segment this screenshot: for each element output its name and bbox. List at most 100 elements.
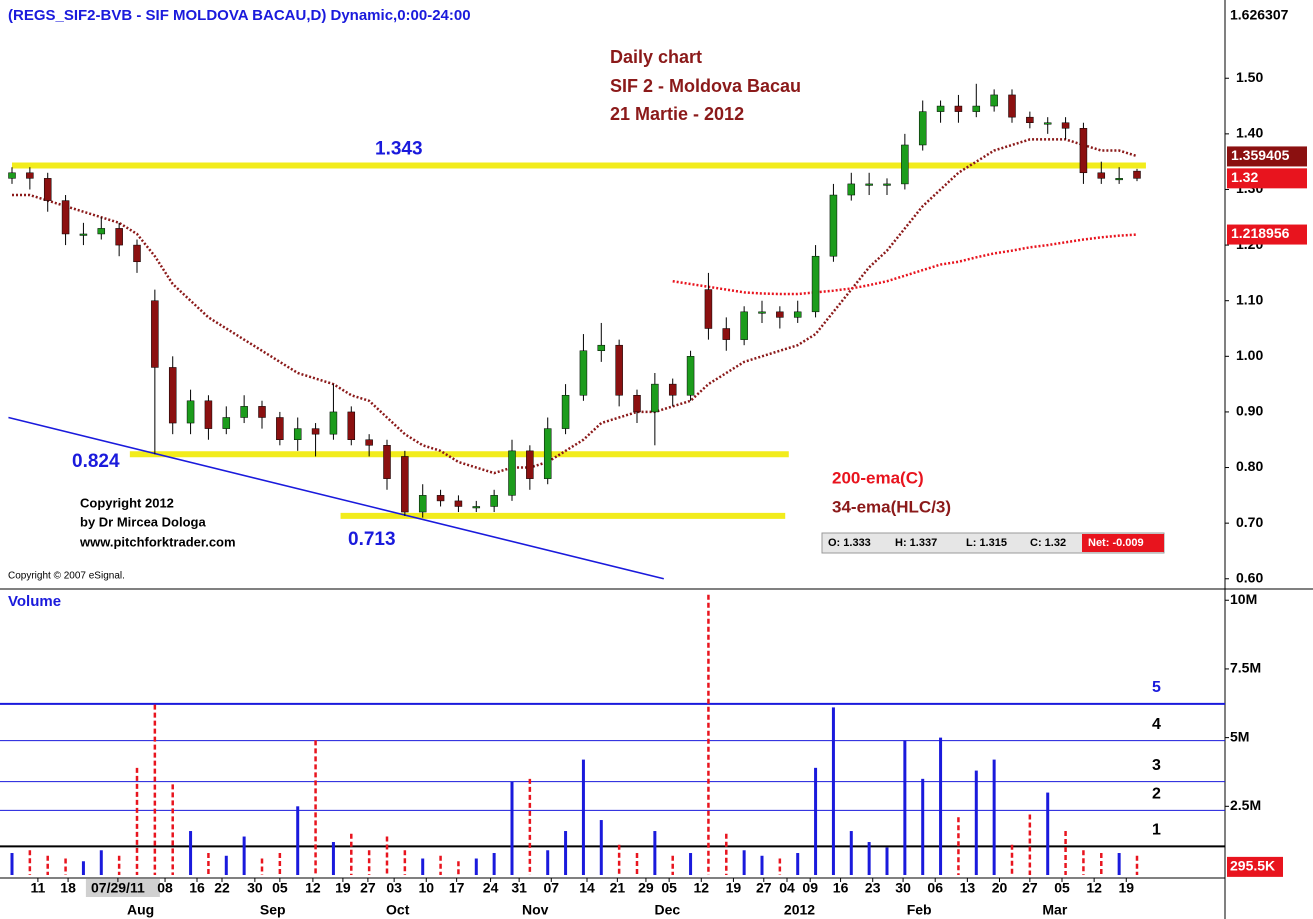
volume-level-label: 4 [1152, 716, 1161, 733]
candle-body [811, 255, 820, 313]
volume-bar [492, 853, 496, 875]
volume-bar [653, 831, 657, 875]
candle-body [543, 428, 552, 479]
y-tick-label: 0.60 [1236, 569, 1263, 585]
x-tick-label: 24 [483, 880, 499, 896]
y-tick-label: 1.00 [1236, 347, 1263, 363]
candle-body [151, 300, 159, 368]
x-tick-label: 17 [449, 880, 465, 896]
annotation: 21 Martie - 2012 [610, 104, 744, 124]
candle-body [436, 495, 445, 502]
x-tick-label: 20 [992, 880, 1008, 896]
month-label: Dec [655, 902, 681, 918]
month-label: 2012 [784, 902, 815, 918]
copyright: www.pitchforktrader.com [79, 534, 236, 549]
volume-bar [564, 831, 568, 875]
y-tick-label: 0.90 [1236, 403, 1263, 419]
candle-body [865, 183, 873, 186]
candle-body [776, 311, 784, 318]
candle-body [490, 495, 498, 507]
ohlc-value: L: 1.315 [966, 537, 1007, 549]
candle-body [472, 506, 481, 509]
candle-body [1026, 116, 1034, 123]
candle-body [1133, 170, 1141, 179]
x-tick-label: 12 [305, 880, 321, 896]
ema-line [672, 233, 1138, 296]
volume-bar [849, 831, 853, 875]
month-label: Nov [522, 902, 549, 918]
candle-body [1061, 122, 1070, 129]
candle-body [204, 400, 213, 429]
ohlc-value: H: 1.337 [895, 537, 937, 549]
candle-body [8, 172, 16, 179]
x-tick-label: 18 [60, 880, 76, 896]
candle-body [918, 111, 927, 146]
candle-body [240, 406, 248, 418]
volume-bar [689, 853, 693, 875]
candle-body [43, 178, 52, 201]
level-label: 0.713 [348, 529, 396, 550]
x-tick-label: 22 [214, 880, 230, 896]
candle-body [954, 105, 963, 112]
candle-body [686, 356, 695, 396]
candle-body [1097, 172, 1106, 179]
volume-bar [814, 767, 818, 875]
indicator-label: 34-ema(HLC/3) [832, 497, 951, 516]
y-tick-label: 1.10 [1236, 291, 1263, 307]
candle-body [526, 450, 534, 479]
copyright: Copyright 2012 [80, 495, 174, 510]
candle-body [79, 233, 88, 236]
price-label-box [1227, 146, 1307, 167]
x-tick-label: 19 [335, 880, 351, 896]
volume-bar [742, 850, 746, 875]
y-tick-label: 1.40 [1236, 125, 1263, 141]
month-label: Aug [127, 902, 154, 918]
candle-body [258, 406, 266, 418]
x-tick-label: 30 [895, 880, 911, 896]
candle-body [633, 394, 641, 413]
x-tick-label: 19 [726, 880, 742, 896]
candle-body [508, 450, 516, 496]
annotation: Daily chart [610, 47, 702, 67]
candle-body [168, 367, 177, 424]
volume-bar [867, 842, 871, 875]
volume-level-label: 1 [1152, 822, 1161, 839]
volume-bar [81, 861, 85, 875]
x-tick-label: 16 [189, 880, 205, 896]
copyright: by Dr Mircea Dologa [80, 514, 206, 529]
ohlc-net: Net: -0.009 [1088, 537, 1144, 549]
ohlc-value: C: 1.32 [1030, 537, 1066, 549]
volume-bar [546, 850, 550, 875]
candle-body [758, 311, 766, 314]
x-tick-label: 29 [638, 880, 654, 896]
x-tick-label: 05 [272, 880, 288, 896]
candle-body [418, 495, 427, 513]
volume-bar [510, 781, 514, 875]
candle-body [668, 383, 677, 396]
candle-body [1043, 122, 1052, 125]
volume-tick-label: 10M [1230, 591, 1257, 607]
candle-body [883, 183, 891, 186]
x-tick-label: 27 [756, 880, 772, 896]
candle-body [1115, 178, 1123, 181]
volume-bar [599, 820, 603, 875]
month-label: Mar [1042, 902, 1067, 918]
level-label: 1.343 [375, 139, 423, 160]
volume-bar [974, 770, 978, 875]
candle-body [829, 194, 838, 257]
x-tick-label: 10 [418, 880, 434, 896]
candle-body [401, 456, 409, 513]
volume-bar [885, 847, 889, 875]
volume-bar [1117, 853, 1121, 875]
price-label: 1.218956 [1231, 225, 1290, 241]
volume-bar [10, 853, 14, 875]
x-tick-label: 16 [833, 880, 849, 896]
candle-body [651, 383, 659, 413]
volume-bar [99, 850, 103, 875]
month-label: Feb [907, 902, 932, 918]
candle-body [1079, 128, 1088, 174]
highlight [85, 879, 160, 897]
volume-label-box [1227, 856, 1283, 877]
